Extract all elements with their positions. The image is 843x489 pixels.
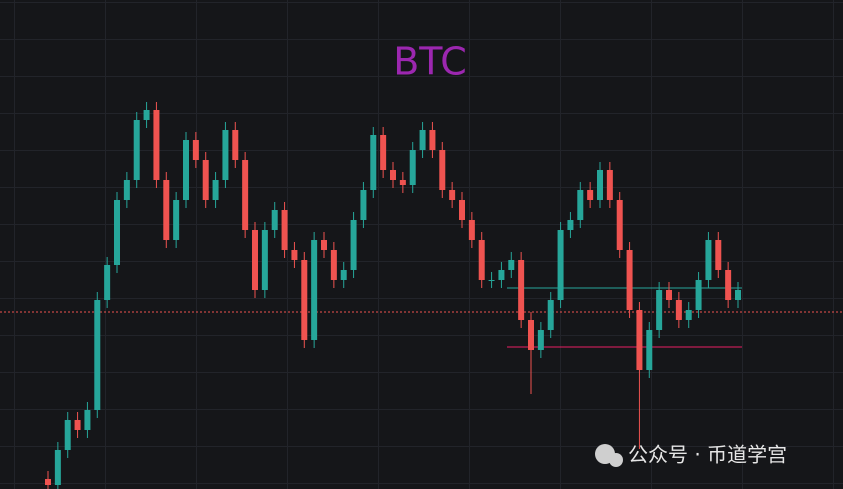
candle-body — [143, 110, 150, 120]
candle-body — [606, 170, 613, 200]
candle-body — [261, 230, 268, 290]
candle-body — [370, 135, 377, 190]
candle-body — [508, 260, 515, 270]
candle-body — [311, 240, 318, 340]
candle-body — [84, 410, 91, 430]
candle-body — [675, 300, 682, 320]
candle-body — [202, 160, 209, 200]
candle-body — [715, 240, 722, 270]
candle-body — [301, 260, 308, 340]
candle-body — [232, 130, 239, 160]
candle-body — [616, 200, 623, 250]
candle-body — [173, 200, 180, 240]
candle-body — [577, 190, 584, 220]
candle-body — [725, 270, 732, 300]
candle-body — [567, 220, 574, 230]
candle-body — [666, 290, 672, 300]
candle-body — [685, 310, 692, 320]
candle-body — [380, 135, 387, 170]
candle-body — [212, 180, 219, 200]
candle-body — [488, 280, 495, 281]
candle-body — [183, 140, 189, 200]
candle-body — [459, 200, 465, 220]
candle-body — [498, 270, 505, 280]
candle-body — [114, 200, 120, 265]
candle-body — [192, 140, 199, 160]
candle-body — [123, 180, 130, 200]
candle-body — [104, 265, 111, 300]
candle-body — [330, 250, 337, 280]
candle-body — [163, 180, 170, 240]
candle-body — [528, 320, 534, 350]
candle-body — [340, 270, 347, 280]
candle-body — [74, 420, 81, 430]
candle-body — [54, 450, 61, 485]
candle-body — [656, 290, 663, 330]
candle-body — [557, 230, 564, 300]
candle-body — [222, 130, 229, 180]
candle-body — [94, 300, 101, 410]
candle-body — [153, 110, 160, 180]
candle-body — [360, 190, 367, 220]
candle-body — [587, 190, 594, 200]
candle-body — [390, 170, 396, 180]
candle-body — [547, 300, 554, 330]
candle-body — [695, 280, 702, 310]
candle-body — [597, 170, 603, 200]
candle-body — [252, 230, 258, 290]
candle-body — [478, 240, 485, 280]
candle-body — [64, 420, 71, 450]
candle-body — [45, 479, 51, 485]
candle-body — [705, 240, 712, 280]
chart-title: BTC — [393, 40, 467, 84]
candle-body — [350, 220, 357, 270]
candle-body — [518, 260, 525, 320]
candle-body — [291, 250, 298, 260]
candle-body — [271, 210, 278, 230]
candle-body — [321, 240, 327, 250]
wechat-icon — [609, 453, 623, 467]
candle-body — [133, 120, 140, 180]
watermark-text: 公众号 · 币道学宫 — [628, 443, 787, 467]
candle-body — [468, 220, 475, 240]
candle-body — [449, 190, 456, 200]
candle-body — [419, 130, 426, 150]
candle-body — [537, 330, 544, 350]
candle-body — [646, 330, 653, 370]
watermark: 公众号 · 币道学宫 — [595, 443, 787, 467]
candle-body — [735, 290, 741, 300]
candle-body — [281, 210, 288, 250]
candle-body — [399, 180, 406, 185]
candle-body — [409, 150, 416, 185]
candle-body — [242, 160, 249, 230]
candle-body — [636, 310, 643, 370]
candle-body — [439, 150, 446, 190]
candle-body — [626, 250, 633, 310]
candle-body — [429, 130, 436, 150]
